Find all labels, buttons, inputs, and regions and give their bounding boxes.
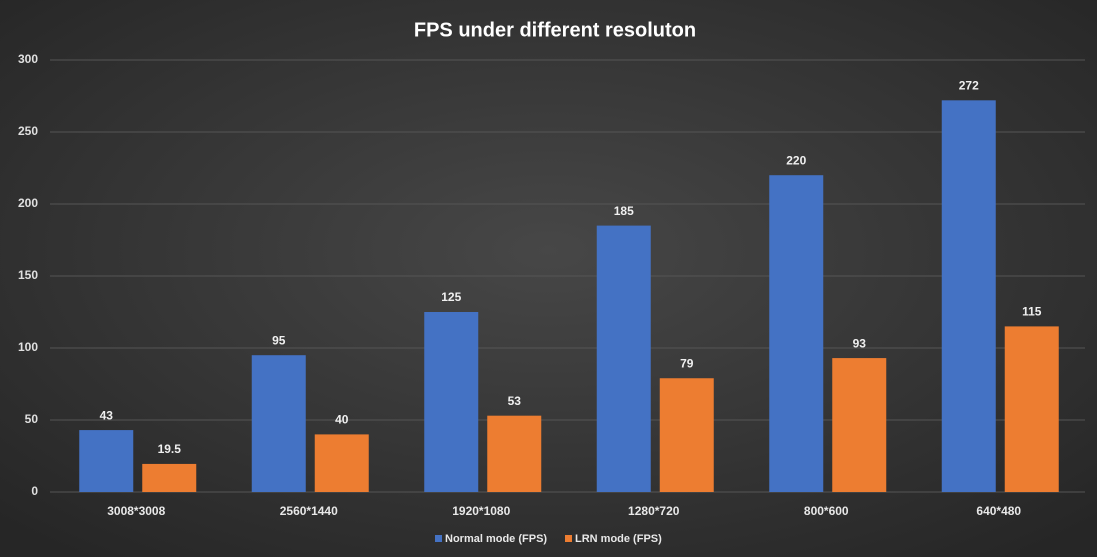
bar xyxy=(659,378,714,492)
value-label: 53 xyxy=(508,394,522,408)
bar xyxy=(596,225,651,492)
legend-label: Normal mode (FPS) xyxy=(445,533,547,545)
legend-swatch xyxy=(565,535,572,542)
chart-title: FPS under different resoluton xyxy=(414,19,696,41)
bar xyxy=(79,430,134,492)
x-tick-label: 800*600 xyxy=(804,504,849,518)
value-label: 93 xyxy=(853,336,867,350)
x-tick-label: 2560*1440 xyxy=(280,504,338,518)
y-tick-label: 300 xyxy=(18,52,38,66)
value-label: 95 xyxy=(272,333,286,347)
y-tick-label: 150 xyxy=(18,268,38,282)
value-label: 115 xyxy=(1022,305,1042,319)
legend-swatch xyxy=(435,535,442,542)
bar xyxy=(251,355,306,492)
value-label: 125 xyxy=(441,290,461,304)
value-label: 43 xyxy=(100,408,114,422)
bar xyxy=(1004,326,1059,492)
y-tick-label: 100 xyxy=(18,340,38,354)
y-tick-label: 250 xyxy=(18,124,38,138)
value-label: 185 xyxy=(614,204,634,218)
bar xyxy=(487,415,542,492)
x-tick-label: 1280*720 xyxy=(628,504,680,518)
bar xyxy=(769,175,824,492)
x-tick-label: 640*480 xyxy=(976,504,1021,518)
value-label: 79 xyxy=(680,356,694,370)
value-label: 272 xyxy=(959,78,979,92)
y-tick-label: 50 xyxy=(25,412,39,426)
bar xyxy=(142,463,197,492)
x-tick-label: 1920*1080 xyxy=(452,504,510,518)
value-label: 19.5 xyxy=(158,442,182,456)
bar xyxy=(424,312,479,492)
value-label: 220 xyxy=(786,153,806,167)
value-label: 40 xyxy=(335,413,349,427)
y-tick-label: 0 xyxy=(31,484,38,498)
bar xyxy=(314,434,369,492)
y-tick-label: 200 xyxy=(18,196,38,210)
x-tick-label: 3008*3008 xyxy=(107,504,165,518)
legend-label: LRN mode (FPS) xyxy=(575,533,662,545)
bar xyxy=(832,358,887,492)
bar xyxy=(941,100,996,492)
